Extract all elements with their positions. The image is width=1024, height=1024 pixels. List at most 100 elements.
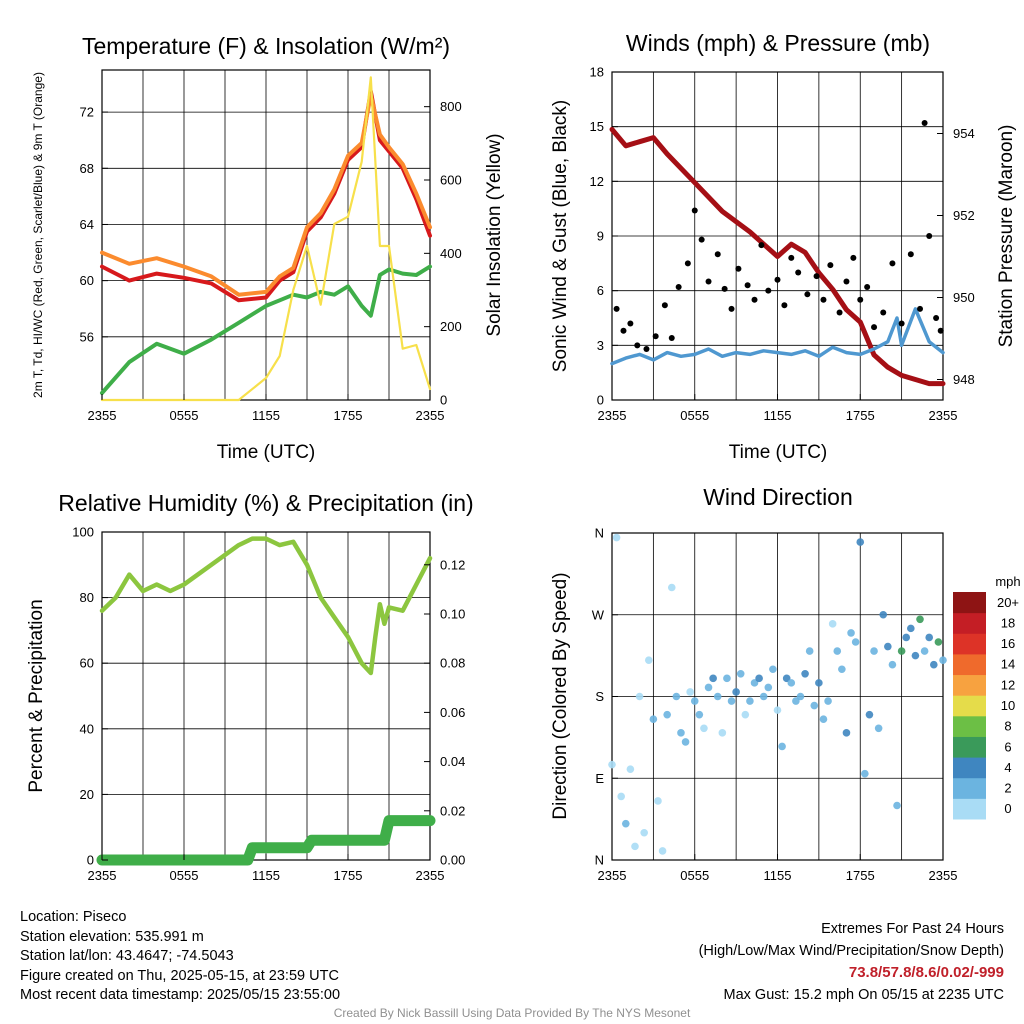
y-tick-label: 64 [80, 217, 94, 232]
x-tick-label: 2355 [929, 408, 958, 423]
colorbar-swatch [953, 653, 986, 676]
direction-point [805, 647, 814, 655]
y-tick-label: 100 [72, 525, 94, 540]
credit-text: Created By Nick Bassill Using Data Provi… [333, 1006, 691, 1020]
direction-point [842, 729, 851, 737]
gust-point [751, 296, 758, 303]
x-tick-label: 1755 [846, 408, 875, 423]
gust-point [836, 309, 843, 316]
direction-point [920, 647, 929, 655]
direction-point [723, 674, 731, 683]
direction-point [700, 724, 708, 733]
direction-point [621, 819, 630, 828]
colorbar-swatch [953, 757, 986, 779]
recent-data-text: Most recent data timestamp: 2025/05/15 2… [20, 987, 341, 1003]
series-td-line [100, 264, 432, 395]
gust-point [781, 302, 788, 309]
x-tick-label: 1755 [334, 868, 363, 883]
gust-point [827, 262, 834, 269]
gust-point [620, 327, 627, 334]
direction-point [644, 656, 653, 664]
colorbar-swatch [953, 674, 986, 696]
y-tick-label: 20 [80, 787, 94, 802]
gust-point [714, 251, 721, 258]
y-tick-label: W [592, 607, 605, 622]
gust-point [907, 251, 914, 258]
x-tick-label: 2355 [88, 408, 117, 423]
series-rh-line [99, 536, 433, 676]
colorbar-swatch [953, 633, 986, 655]
colorbar-label: 4 [1004, 760, 1011, 775]
direction-point [667, 583, 676, 592]
gust-point [627, 320, 634, 327]
colorbar-swatch [953, 612, 986, 634]
colorbar-label: 2 [1004, 781, 1011, 796]
direction-point [640, 828, 648, 837]
colorbar-label: 12 [1001, 677, 1015, 692]
chart-title: Relative Humidity (%) & Precipitation (i… [58, 490, 473, 516]
direction-point [907, 624, 915, 633]
colorbar-swatch [953, 715, 986, 737]
colorbar-label: 14 [1001, 657, 1015, 672]
x-tick-label: 0555 [170, 408, 199, 423]
y2-tick-label: 0.06 [440, 705, 465, 720]
direction-point [888, 660, 897, 669]
gust-point [728, 305, 735, 312]
direction-point [796, 692, 805, 701]
x-tick-label: 1755 [334, 408, 363, 423]
y2-tick-label: 0.04 [440, 754, 465, 769]
colorbar-swatch [953, 592, 986, 614]
y-tick-label: 0 [87, 853, 94, 868]
extremes-subtitle: (High/Low/Max Wind/Precipitation/Snow De… [698, 943, 1004, 959]
temperature-chart: 2355 0555 1155 1755 2355 56 60 64 68 72 0 200 400 600… [31, 33, 505, 463]
gust-point [613, 305, 620, 312]
y-axis-label-left: 2m T, Td, HI/WC (Red, Green, Scarlet/Blu… [31, 72, 45, 398]
gust-point [744, 282, 751, 289]
y2-tick-label: 0.12 [440, 557, 465, 572]
gust-point [804, 291, 811, 298]
direction-point [741, 710, 750, 719]
gust-point [917, 305, 924, 312]
x-tick-label: 2355 [88, 868, 117, 883]
gust-point [652, 333, 659, 340]
y2-tick-label: 950 [953, 290, 975, 305]
colorbar-label: 20+ [997, 595, 1019, 610]
x-tick-label: 1155 [252, 408, 280, 423]
direction-point [704, 683, 713, 692]
direction-point [930, 660, 938, 669]
created-text: Figure created on Thu, 2025-05-15, at 23… [20, 967, 339, 984]
y-tick-label: 72 [80, 105, 94, 120]
gust-point [691, 207, 698, 214]
y-tick-label: 56 [80, 329, 94, 344]
y2-tick-label: 948 [953, 372, 975, 387]
direction-point [801, 669, 809, 678]
x-axis-label: Time (UTC) [729, 442, 828, 463]
direction-point [732, 688, 740, 696]
speed-colorbar: 0 2 4 6 8 10 12 14 16 18 20+ mph [953, 574, 1021, 820]
y-tick-label: E [595, 771, 604, 786]
direction-point [769, 665, 777, 674]
y-tick-label: 12 [590, 174, 604, 189]
direction-point [709, 674, 717, 683]
direction-point [833, 647, 842, 655]
direction-point [635, 692, 644, 701]
direction-point [663, 710, 671, 719]
direction-point [865, 710, 874, 719]
series-2m-t-line [100, 89, 432, 303]
colorbar-label: 18 [1001, 615, 1015, 630]
direction-point [884, 642, 892, 651]
direction-point [934, 638, 943, 646]
gust-point [850, 254, 857, 261]
gust-point [705, 278, 712, 285]
direction-point [911, 651, 920, 660]
x-tick-label: 1155 [764, 868, 792, 883]
direction-point [736, 669, 745, 678]
x-tick-label: 2355 [929, 868, 958, 883]
y-axis-label-left: Sonic Wind & Gust (Blue, Black) [550, 100, 571, 372]
y2-tick-label: 0.10 [440, 606, 465, 621]
chart-title: Temperature (F) & Insolation (W/m²) [82, 33, 450, 59]
gust-point [758, 242, 765, 249]
series-sonic-wind-line [610, 307, 945, 366]
gust-point [668, 335, 675, 342]
y2-tick-label: 0 [440, 393, 447, 408]
